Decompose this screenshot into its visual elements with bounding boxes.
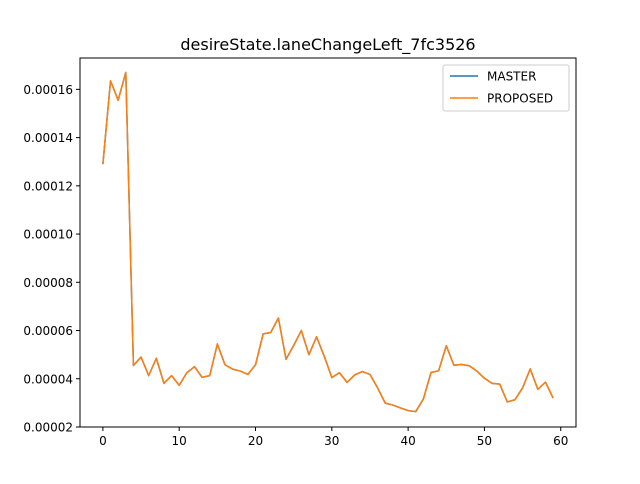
y-tick-label: 0.00016 [23,83,73,97]
x-tick-label: 40 [400,434,415,448]
y-tick-label: 0.00014 [23,131,73,145]
legend-label-master: MASTER [487,70,536,84]
y-tick-label: 0.00012 [23,179,73,193]
x-axis-ticks: 0 10 20 30 40 50 60 [99,427,568,448]
y-tick-label: 0.00002 [23,421,73,435]
y-tick-label: 0.00010 [23,228,73,242]
y-tick-label: 0.00006 [23,324,73,338]
x-tick-label: 30 [324,434,339,448]
series-line-proposed [102,71,554,413]
x-tick-label: 50 [477,434,492,448]
x-tick-label: 60 [553,434,568,448]
plot-series [102,71,554,413]
y-tick-label: 0.00004 [23,372,73,386]
legend-label-proposed: PROPOSED [487,92,553,106]
x-tick-label: 20 [248,434,263,448]
x-tick-label: 0 [99,434,107,448]
y-axis-ticks: 0.00002 0.00004 0.00006 0.00008 0.00010 0.000… [23,83,80,435]
chart-title: desireState.laneChangeLeft_7fc3526 [180,35,475,55]
legend: MASTER PROPOSED [442,64,570,112]
x-tick-label: 10 [172,434,187,448]
y-tick-label: 0.00008 [23,276,73,290]
plot-area-frame [79,57,577,428]
